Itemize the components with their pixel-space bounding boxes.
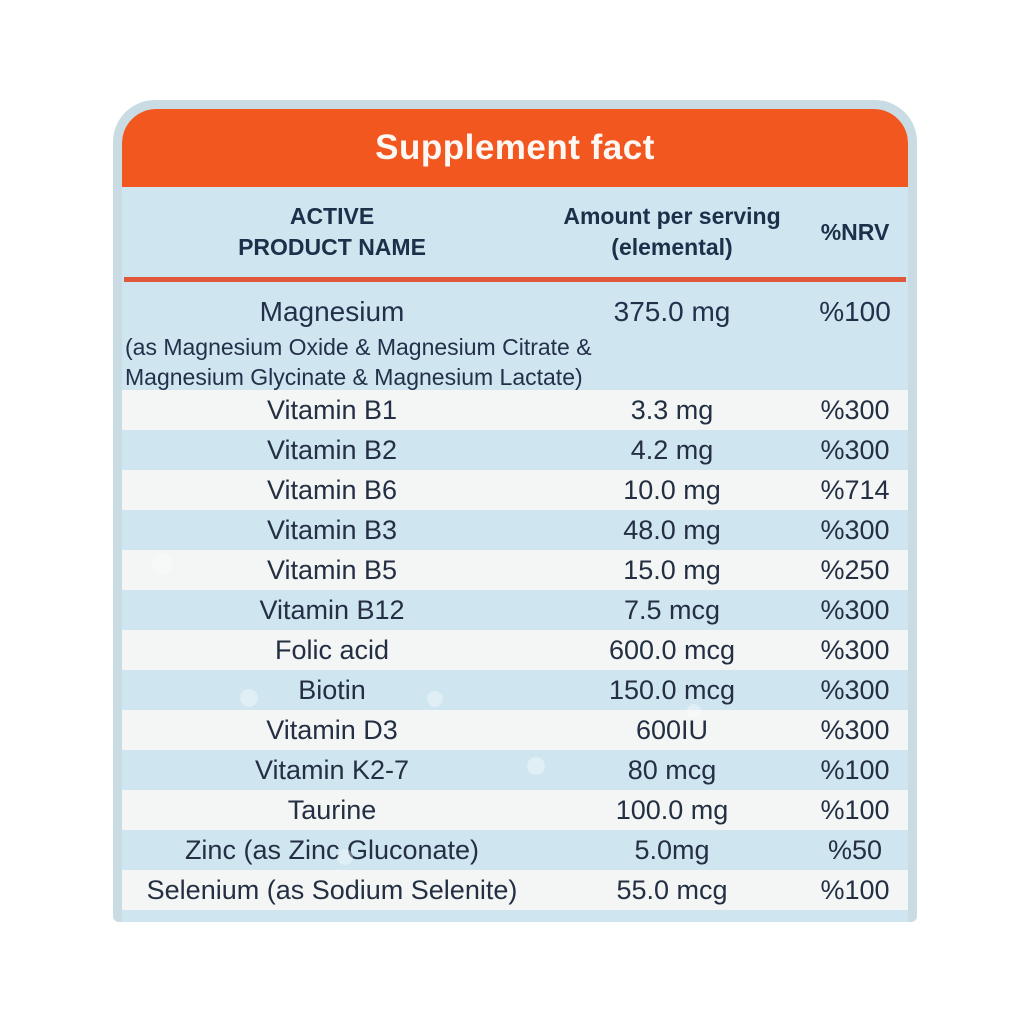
ingredient-name: Vitamin D3 bbox=[266, 714, 398, 745]
ingredient-amount: 10.0 mg bbox=[623, 474, 721, 505]
ingredient-name: Vitamin K2-7 bbox=[254, 754, 410, 785]
ingredient-nrv: %250 bbox=[820, 554, 890, 585]
panel-title: Supplement fact bbox=[375, 128, 655, 167]
ingredient-amount: 375.0 mg bbox=[613, 296, 731, 327]
ingredient-name: Vitamin B1 bbox=[266, 394, 398, 425]
ingredient-name: Vitamin B3 bbox=[266, 514, 398, 545]
ingredient-nrv: %300 bbox=[820, 714, 890, 745]
table-row: Vitamin B2 4.2 mg %300 bbox=[122, 430, 908, 470]
table-row: Vitamin D3 600IU %300 bbox=[122, 710, 908, 750]
supplement-facts-card: Supplement fact ACTIVE PRODUCT NAME Amou… bbox=[113, 100, 917, 922]
ingredient-amount: 7.5 mcg bbox=[623, 594, 721, 625]
ingredient-amount: 15.0 mg bbox=[623, 554, 721, 585]
table-row: Vitamin K2-7 80 mcg %100 bbox=[122, 750, 908, 790]
title-bar: Supplement fact bbox=[122, 109, 908, 187]
ingredient-name: Vitamin B12 bbox=[259, 594, 405, 625]
table-row: Vitamin B6 10.0 mg %714 bbox=[122, 470, 908, 510]
ingredient-nrv: %300 bbox=[820, 634, 890, 665]
table-row: Vitamin B3 48.0 mg %300 bbox=[122, 510, 908, 550]
ingredient-amount: 55.0 mcg bbox=[616, 874, 728, 905]
ingredient-name: Zinc (as Zinc Gluconate) bbox=[184, 834, 480, 865]
ingredient-nrv: %100 bbox=[819, 296, 891, 327]
ingredient-nrv: %300 bbox=[820, 594, 890, 625]
table-row: Selenium (as Sodium Selenite) 55.0 mcg %… bbox=[122, 870, 908, 910]
ingredient-nrv: %100 bbox=[820, 794, 890, 825]
ingredient-amount: 600.0 mcg bbox=[608, 634, 736, 665]
ingredient-amount: 150.0 mcg bbox=[608, 674, 736, 705]
ingredient-nrv: %300 bbox=[820, 514, 890, 545]
table-row: Folic acid 600.0 mcg %300 bbox=[122, 630, 908, 670]
table-row: Vitamin B5 15.0 mg %250 bbox=[122, 550, 908, 590]
ingredient-amount: 48.0 mg bbox=[623, 514, 721, 545]
ingredient-amount: 5.0mg bbox=[634, 834, 710, 865]
ingredient-nrv: %300 bbox=[820, 674, 890, 705]
table-row: Taurine 100.0 mg %100 bbox=[122, 790, 908, 830]
header-divider-line bbox=[124, 277, 906, 282]
table-row: Biotin 150.0 mcg %300 bbox=[122, 670, 908, 710]
ingredient-name: Vitamin B6 bbox=[266, 474, 398, 505]
ingredient-name: Vitamin B5 bbox=[266, 554, 398, 585]
column-header-nrv: %NRV bbox=[820, 218, 890, 245]
ingredient-name: Taurine bbox=[287, 794, 377, 825]
ingredient-name: Magnesium bbox=[259, 296, 405, 327]
ingredient-nrv: %100 bbox=[820, 874, 890, 905]
ingredient-amount: 4.2 mg bbox=[630, 434, 714, 465]
ingredient-amount: 3.3 mg bbox=[630, 394, 714, 425]
ingredient-name: Selenium (as Sodium Selenite) bbox=[146, 874, 518, 905]
ingredient-name: Folic acid bbox=[274, 634, 390, 665]
ingredient-rows: Vitamin B1 3.3 mg %300 Vitamin B2 4.2 mg… bbox=[122, 390, 908, 910]
ingredient-nrv: %50 bbox=[827, 834, 883, 865]
ingredient-source-note: (as Magnesium Oxide & Magnesium Citrate … bbox=[125, 334, 592, 390]
column-header-name: ACTIVE PRODUCT NAME bbox=[238, 203, 426, 260]
table-row: Vitamin B12 7.5 mcg %300 bbox=[122, 590, 908, 630]
ingredient-nrv: %714 bbox=[820, 474, 890, 505]
supplement-facts-panel: Supplement fact ACTIVE PRODUCT NAME Amou… bbox=[122, 109, 908, 922]
ingredient-nrv: %300 bbox=[820, 394, 890, 425]
ingredient-name: Biotin bbox=[298, 674, 366, 705]
column-header-amount: Amount per serving (elemental) bbox=[563, 203, 781, 260]
column-headers: ACTIVE PRODUCT NAME Amount per serving (… bbox=[122, 187, 908, 277]
table-row: Zinc (as Zinc Gluconate) 5.0mg %50 bbox=[122, 830, 908, 870]
ingredient-amount: 600IU bbox=[635, 714, 709, 745]
table-row-magnesium: Magnesium 375.0 mg %100 (as Magnesium Ox… bbox=[122, 282, 908, 390]
ingredient-nrv: %100 bbox=[820, 754, 890, 785]
table-row: Vitamin B1 3.3 mg %300 bbox=[122, 390, 908, 430]
ingredient-amount: 80 mcg bbox=[627, 754, 717, 785]
ingredient-nrv: %300 bbox=[820, 434, 890, 465]
ingredient-name: Vitamin B2 bbox=[266, 434, 398, 465]
ingredient-amount: 100.0 mg bbox=[615, 794, 729, 825]
